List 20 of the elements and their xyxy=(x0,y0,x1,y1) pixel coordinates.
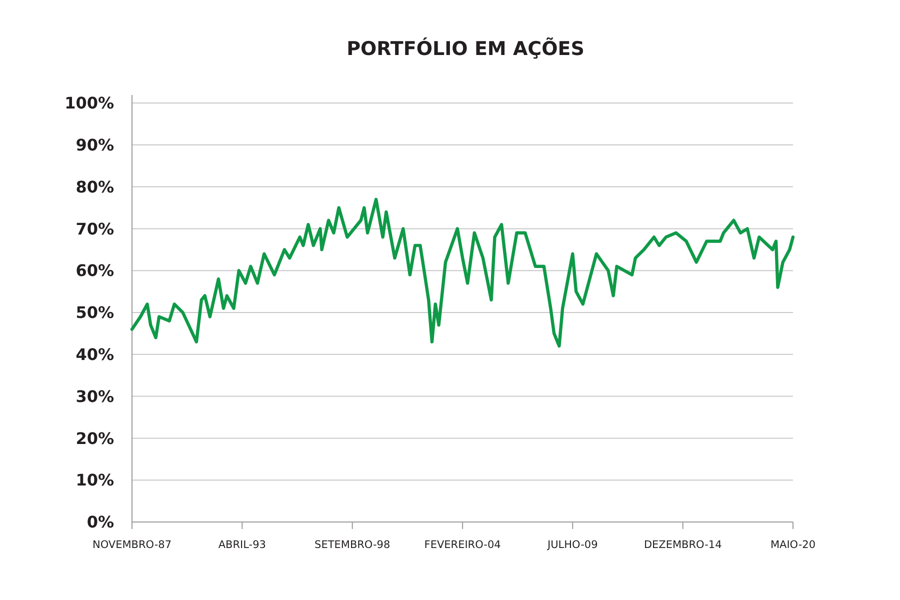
x-tick-label: JULHO-09 xyxy=(546,539,598,551)
x-tick-label: SETEMBRO-98 xyxy=(314,539,390,551)
y-tick-label: 50% xyxy=(76,303,114,322)
x-tick-label: ABRIL-93 xyxy=(218,539,266,551)
y-tick-label: 90% xyxy=(76,136,114,154)
line-series xyxy=(130,198,795,348)
y-tick-label: 60% xyxy=(76,261,114,280)
y-tick-label: 0% xyxy=(86,512,114,532)
y-tick-label: 40% xyxy=(76,345,114,364)
y-tick-label: 20% xyxy=(76,428,114,448)
x-tick-label: DEZEMBRO-14 xyxy=(644,539,722,551)
y-tick-label: 70% xyxy=(76,219,114,238)
y-tick-label: 100% xyxy=(64,94,114,113)
x-tick-label: FEVEREIRO-04 xyxy=(424,539,502,551)
y-tick-label: 30% xyxy=(76,386,114,406)
y-tick-label: 80% xyxy=(76,177,114,196)
x-tick-label: NOVEMBRO-87 xyxy=(92,539,172,551)
y-tick-label: 10% xyxy=(76,470,114,490)
chart-title: PORTFÓLIO EM AÇÕES xyxy=(346,37,584,60)
x-tick-label: MAIO-20 xyxy=(770,539,816,551)
